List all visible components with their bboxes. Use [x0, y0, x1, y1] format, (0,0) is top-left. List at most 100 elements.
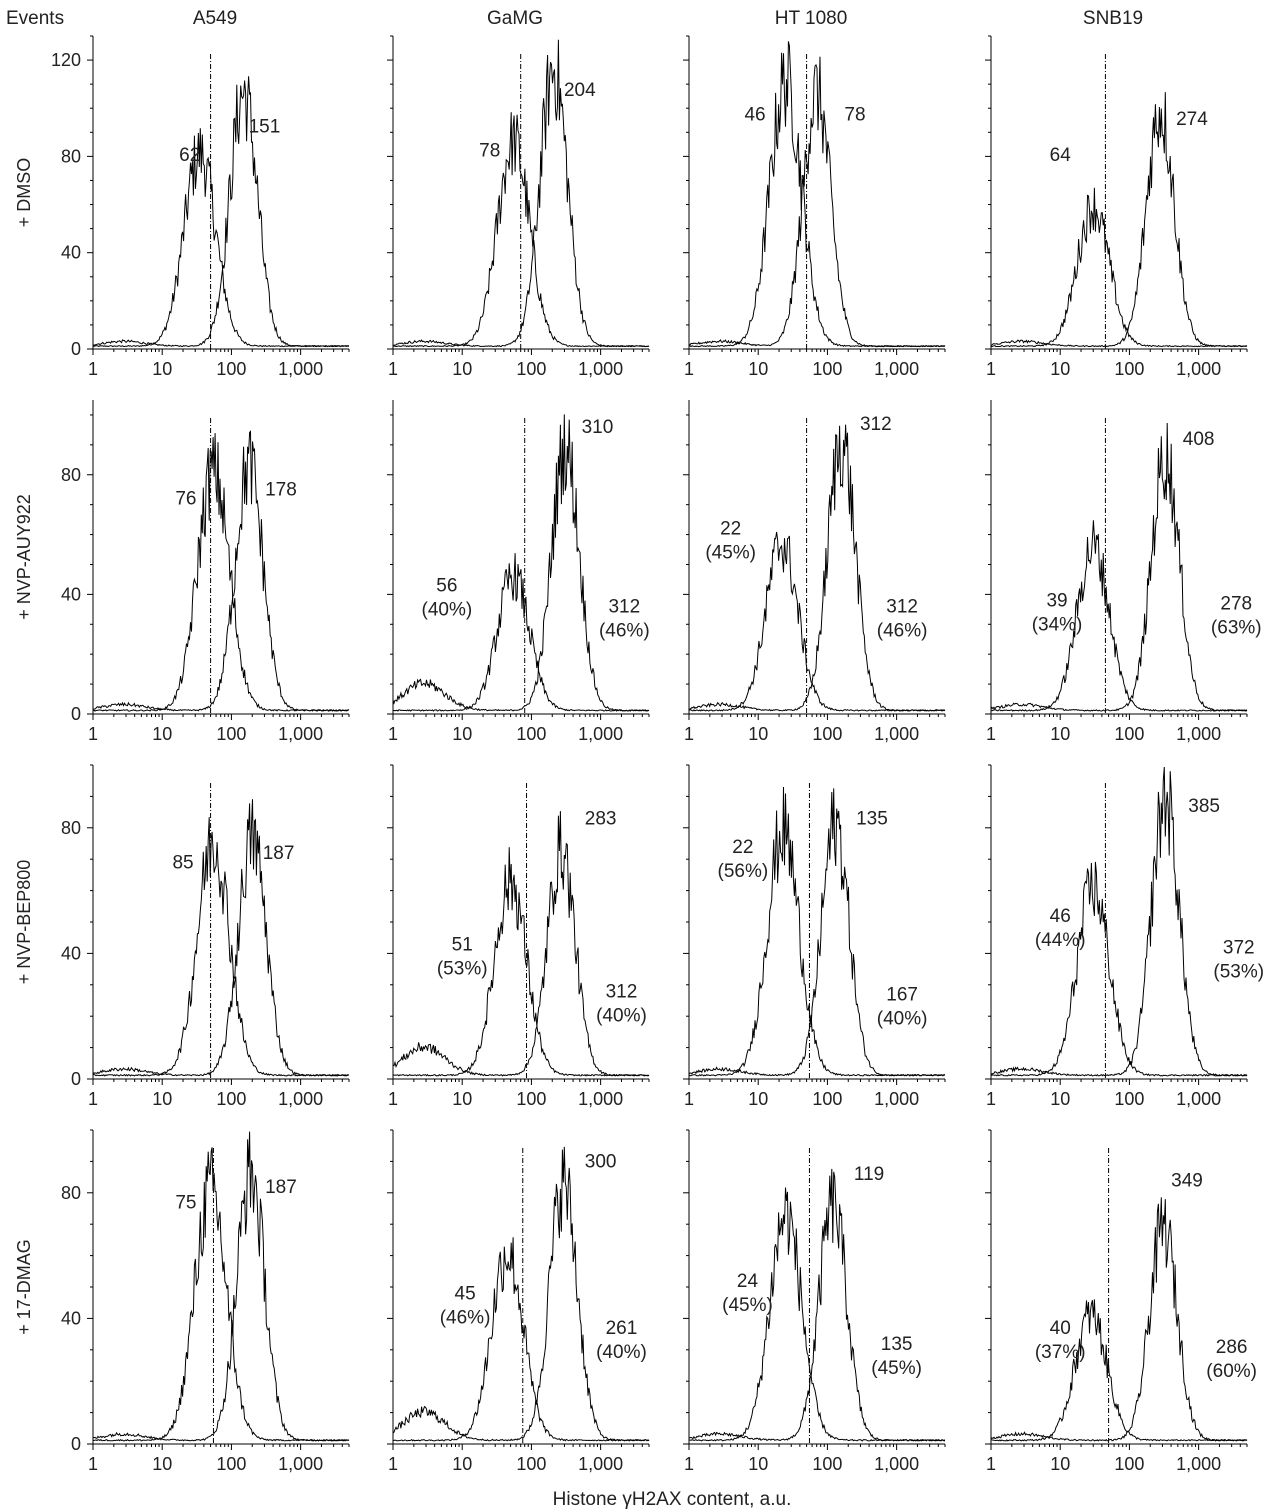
- y-tick-label: 0: [71, 339, 81, 359]
- panel-snb19-17-dmag: 1 10 100 1,000 40 (37%) 349 286 (60%): [985, 1129, 1257, 1474]
- x-tick-label: 1: [986, 359, 996, 379]
- treated-alt-percent-label: (40%): [877, 1009, 928, 1030]
- panel-ht1080-17-dmag: 1 10 100 1,000 24 (45%) 119 135 (45%): [683, 1129, 946, 1474]
- treated-histogram: [990, 766, 1248, 1077]
- treated-median-label: 187: [263, 843, 295, 864]
- control-median-label: 64: [1050, 145, 1072, 166]
- control-median-label: 78: [479, 140, 500, 161]
- x-tick-label: 1,000: [578, 359, 623, 379]
- treated-median-label: 119: [854, 1164, 884, 1185]
- control-histogram: [93, 817, 350, 1077]
- x-tick-label: 1: [986, 1089, 996, 1109]
- x-tick-label: 10: [1050, 1089, 1070, 1109]
- treated-alt-median-label: 135: [881, 1334, 913, 1355]
- treated-alt-percent-label: (40%): [596, 1342, 647, 1363]
- x-tick-label: 10: [452, 1454, 472, 1474]
- x-tick-label: 1,000: [578, 724, 623, 744]
- x-tick-label: 10: [748, 359, 768, 379]
- x-tick-label: 100: [812, 1089, 842, 1109]
- x-tick-label: 1: [388, 1454, 398, 1474]
- panel-snb19-nvp-bep800: 1 10 100 1,000 46 (44%) 385 372 (53%): [985, 764, 1264, 1109]
- x-tick-label: 100: [1114, 1089, 1144, 1109]
- row-label: + 17-DMAG: [14, 1239, 34, 1335]
- y-tick-label: 80: [61, 465, 81, 485]
- x-tick-label: 1: [388, 359, 398, 379]
- x-tick-label: 1: [684, 1089, 694, 1109]
- treated-alt-median-label: 278: [1220, 593, 1252, 614]
- control-histogram: [92, 128, 349, 348]
- x-tick-label: 100: [812, 1454, 842, 1474]
- treated-median-label: 283: [585, 809, 617, 830]
- treated-alt-percent-label: (40%): [596, 1005, 647, 1026]
- treated-histogram: [93, 76, 350, 348]
- treated-alt-percent-label: (46%): [877, 620, 928, 641]
- x-tick-label: 1: [88, 724, 98, 744]
- treated-alt-median-label: 312: [886, 596, 918, 617]
- y-tick-label: 80: [61, 818, 81, 838]
- treated-alt-percent-label: (60%): [1206, 1361, 1257, 1382]
- panel-ht1080-dmso: 1 10 100 1,000 46 78: [683, 35, 946, 379]
- control-median-label: 22: [720, 519, 741, 540]
- x-axis-title: Histone γH2AX content, a.u.: [553, 1489, 792, 1510]
- treated-alt-median-label: 286: [1216, 1337, 1248, 1358]
- y-axis-title: Events: [6, 8, 64, 29]
- treated-median-label: 385: [1188, 796, 1220, 817]
- x-tick-label: 100: [216, 1454, 246, 1474]
- y-tick-label: 40: [61, 1308, 81, 1328]
- panel-gamg-dmso: 1 10 100 1,000 78 204: [387, 35, 650, 379]
- control-percent-label: (56%): [718, 861, 769, 882]
- panel-a549-nvp-auy922: 0 40 80 1 10 100 1,000 76 178: [61, 400, 350, 744]
- treated-alt-median-label: 167: [886, 985, 918, 1006]
- y-tick-label: 80: [61, 1183, 81, 1203]
- control-histogram: [990, 1299, 1248, 1442]
- control-percent-label: (46%): [440, 1308, 491, 1329]
- y-tick-label: 0: [71, 704, 81, 724]
- column-header: HT 1080: [775, 8, 848, 29]
- x-tick-label: 1,000: [874, 1089, 919, 1109]
- control-median-label: 75: [175, 1193, 196, 1214]
- control-histogram: [688, 786, 946, 1077]
- control-percent-label: (45%): [705, 543, 756, 564]
- column-header: SNB19: [1083, 8, 1143, 29]
- x-tick-label: 1: [684, 359, 694, 379]
- x-tick-label: 100: [516, 724, 546, 744]
- x-tick-label: 10: [452, 724, 472, 744]
- x-tick-label: 1,000: [874, 1454, 919, 1474]
- treated-alt-median-label: 261: [606, 1318, 638, 1339]
- x-tick-label: 100: [516, 1089, 546, 1109]
- x-tick-label: 10: [152, 359, 172, 379]
- x-tick-label: 1: [986, 1454, 996, 1474]
- control-percent-label: (45%): [722, 1295, 773, 1316]
- treated-histogram: [92, 799, 350, 1077]
- treated-median-label: 408: [1183, 429, 1215, 450]
- x-tick-label: 1,000: [278, 1454, 323, 1474]
- x-tick-label: 1,000: [874, 359, 919, 379]
- x-tick-label: 100: [216, 1089, 246, 1109]
- y-tick-label: 0: [71, 1434, 81, 1454]
- treated-histogram: [688, 788, 946, 1077]
- y-tick-label: 40: [61, 584, 81, 604]
- x-tick-label: 10: [152, 724, 172, 744]
- treated-histogram: [392, 39, 650, 348]
- control-median-label: 24: [737, 1271, 759, 1292]
- treated-median-label: 312: [860, 414, 892, 435]
- x-tick-label: 10: [452, 359, 472, 379]
- x-tick-label: 10: [152, 1089, 172, 1109]
- y-tick-label: 0: [71, 1069, 81, 1089]
- x-tick-label: 10: [452, 1089, 472, 1109]
- row-label: + NVP-BEP800: [14, 860, 34, 985]
- treated-median-label: 178: [265, 480, 297, 501]
- control-median-label: 46: [744, 104, 765, 125]
- x-tick-label: 100: [1114, 1454, 1144, 1474]
- treated-alt-percent-label: (63%): [1211, 617, 1262, 638]
- treated-histogram: [688, 56, 946, 348]
- control-median-label: 39: [1046, 590, 1067, 611]
- x-tick-label: 100: [812, 724, 842, 744]
- treated-alt-percent-label: (46%): [599, 620, 650, 641]
- treated-histogram: [392, 811, 650, 1077]
- control-median-label: 22: [732, 837, 753, 858]
- x-tick-label: 1: [986, 724, 996, 744]
- control-percent-label: (34%): [1032, 614, 1083, 635]
- panel-ht1080-nvp-auy922: 1 10 100 1,000 22 (45%) 312 312 (46%): [683, 400, 946, 744]
- x-tick-label: 100: [1114, 724, 1144, 744]
